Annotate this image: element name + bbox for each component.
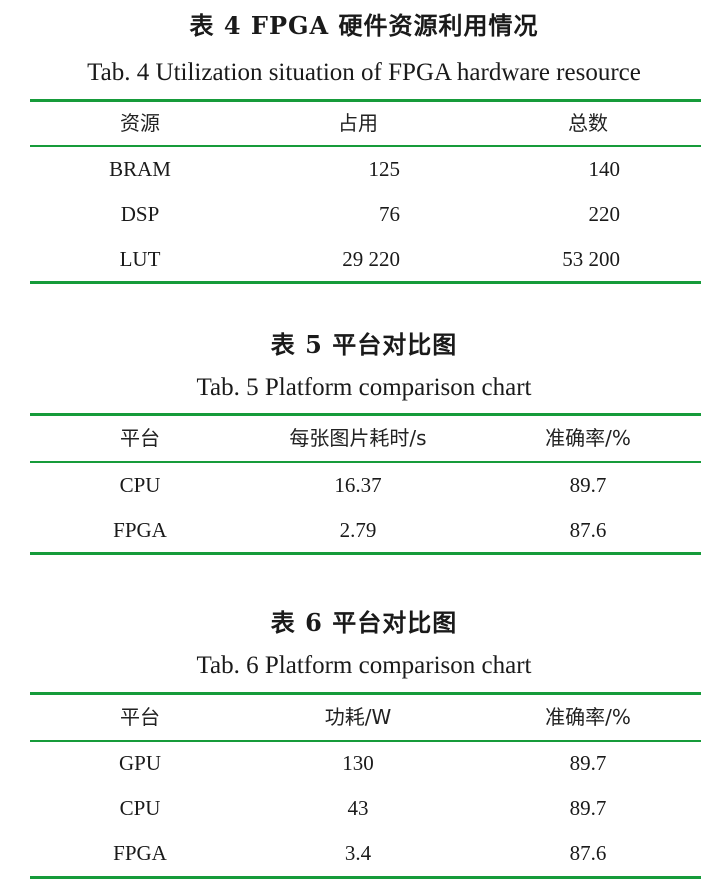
- table-row: BRAM 125 140: [30, 149, 701, 189]
- table-6-header-row: 平台 功耗/W 准确率/%: [30, 697, 701, 737]
- table-cell: 87.6: [569, 841, 607, 865]
- table-cell: FPGA: [113, 518, 167, 542]
- table-4-title-zh: 表 4 FPGA 硬件资源利用情况: [189, 11, 539, 40]
- table-6-top-rule: [30, 692, 701, 695]
- table-cell: 3.4: [344, 841, 372, 865]
- table-cell: GPU: [118, 751, 161, 775]
- table-4-top-rule: [30, 99, 701, 102]
- table-row: FPGA 2.79 87.6: [30, 510, 701, 550]
- table-cell: 130: [342, 751, 374, 775]
- table-cell: 29 220: [342, 247, 400, 271]
- table-5-title-zh: 表 5 平台对比图: [270, 330, 458, 359]
- table-4-header-resource: 资源: [120, 111, 160, 135]
- table-5-top-rule: [30, 413, 701, 416]
- table-cell: LUT: [119, 247, 161, 271]
- table-6-title-zh: 表 6 平台对比图: [270, 608, 458, 637]
- table-6-bottom-rule: [30, 876, 701, 879]
- table-cell: CPU: [119, 796, 161, 820]
- table-cell: 53 200: [562, 247, 620, 271]
- table-5-header-accuracy: 准确率/%: [545, 426, 631, 450]
- table-5-header-time: 每张图片耗时/s: [289, 426, 427, 450]
- table-5-mid-rule: [30, 461, 701, 463]
- table-cell: DSP: [120, 202, 160, 226]
- table-4-bottom-rule: [30, 281, 701, 284]
- table-row: FPGA 3.4 87.6: [30, 833, 701, 873]
- table-4-header-used: 占用: [338, 111, 378, 135]
- table-cell: FPGA: [113, 841, 167, 865]
- table-row: GPU 130 89.7: [30, 743, 701, 783]
- table-row: CPU 43 89.7: [30, 788, 701, 828]
- table-cell: 76: [379, 202, 400, 226]
- table-row: DSP 76 220: [30, 194, 701, 234]
- table-5-title-en: Tab. 5 Platform comparison chart: [196, 374, 532, 401]
- table-cell: 89.7: [569, 796, 607, 820]
- table-cell: 2.79: [339, 518, 377, 542]
- table-cell: 125: [368, 157, 401, 181]
- table-cell: 43: [347, 796, 369, 820]
- table-cell: 87.6: [569, 518, 607, 542]
- table-cell: 140: [588, 157, 621, 181]
- table-cell: BRAM: [109, 157, 171, 181]
- table-cell: CPU: [119, 473, 161, 497]
- table-5-header-platform: 平台: [120, 426, 160, 450]
- table-6-header-accuracy: 准确率/%: [545, 705, 631, 729]
- table-6-title-en: Tab. 6 Platform comparison chart: [196, 652, 532, 679]
- table-6-header-power: 功耗/W: [324, 705, 392, 729]
- table-6-mid-rule: [30, 740, 701, 742]
- table-cell: 220: [588, 202, 621, 226]
- table-6-header-platform: 平台: [120, 705, 160, 729]
- table-cell: 16.37: [334, 473, 382, 497]
- table-row: LUT 29 220 53 200: [30, 239, 701, 279]
- table-4-header-row: 资源 占用 总数: [30, 103, 701, 143]
- table-5-header-row: 平台 每张图片耗时/s 准确率/%: [30, 418, 701, 458]
- table-cell: 89.7: [569, 473, 607, 497]
- table-cell: 89.7: [569, 751, 607, 775]
- table-4-header-total: 总数: [568, 111, 608, 135]
- table-row: CPU 16.37 89.7: [30, 465, 701, 505]
- table-5-bottom-rule: [30, 552, 701, 555]
- table-4-title-en: Tab. 4 Utilization situation of FPGA har…: [87, 59, 641, 86]
- table-4-mid-rule: [30, 145, 701, 147]
